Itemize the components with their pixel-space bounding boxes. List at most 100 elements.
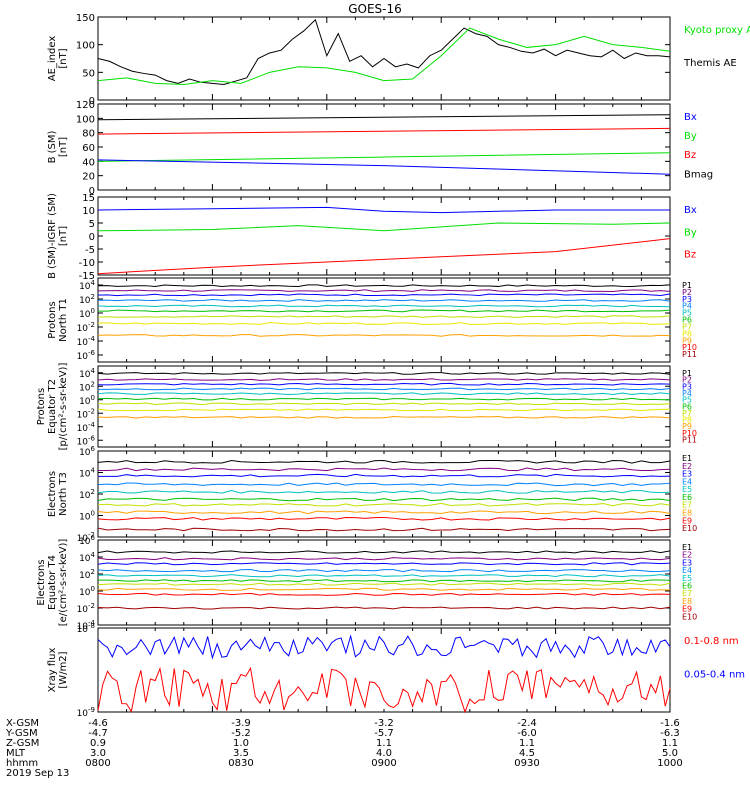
- legend-entry: P4: [682, 389, 692, 398]
- y-tick-label: 10-6: [77, 434, 96, 447]
- series-line-p6: [97, 309, 671, 313]
- series-line-p4: [97, 299, 671, 302]
- y-axis-label: Electrons: [36, 559, 47, 605]
- x-axis-row-value: 3.0: [90, 748, 106, 759]
- y-axis-label: North T3: [58, 472, 69, 516]
- y-tick-label: 15: [82, 193, 95, 204]
- legend-entry: E5: [682, 574, 692, 583]
- legend-entry: E3: [682, 470, 692, 479]
- y-tick-label: 106: [79, 534, 95, 547]
- series-line-e2: [97, 467, 671, 472]
- y-tick-label: 10-4: [77, 619, 96, 632]
- legend-entry: P2: [682, 288, 692, 297]
- x-axis-row-value: -4.7: [88, 728, 108, 739]
- x-axis-row-value: 1.1: [519, 738, 535, 749]
- x-axis-row-value: 0900: [371, 758, 396, 769]
- y-tick-label: 100: [79, 510, 95, 523]
- y-tick-label: 10-2: [77, 321, 95, 334]
- series-line-p5: [97, 392, 671, 396]
- legend-entry: By: [684, 227, 697, 238]
- series-line-by: [97, 222, 671, 232]
- series-line-bz: [97, 127, 671, 135]
- series-line-e5: [97, 490, 671, 494]
- legend-entry: E1: [682, 454, 692, 463]
- y-axis-label: B (SM)-IGRF (SM): [47, 193, 58, 279]
- legend-entry: E6: [682, 493, 692, 502]
- series-line-0.1-0.8-nm: [97, 666, 671, 714]
- x-axis-row-label: Z-GSM: [6, 738, 39, 749]
- series-line-bx: [97, 159, 671, 175]
- series-line-e3: [97, 473, 671, 478]
- legend-entry: Bmag: [684, 169, 713, 180]
- y-tick-label: 10-6: [77, 349, 96, 362]
- y-axis-label: [e/(cm²-s-sr-keV)]: [58, 539, 69, 627]
- x-axis-row-value: 1.0: [233, 738, 249, 749]
- y-axis-label: [W/m2]: [58, 651, 69, 688]
- legend-entry: P5: [682, 396, 692, 405]
- legend-entry: E5: [682, 485, 692, 494]
- x-axis-row-value: 0830: [228, 758, 253, 769]
- y-tick-label: 0: [89, 232, 95, 243]
- legend-entry: P8: [682, 416, 692, 425]
- legend-entry: E4: [682, 566, 692, 575]
- panel-2: [97, 103, 671, 191]
- series-line-e6: [97, 497, 671, 502]
- series-line-e5: [97, 574, 671, 578]
- legend-entry: E7: [682, 501, 692, 510]
- legend-entry: P2: [682, 376, 692, 385]
- series-line-e3: [97, 562, 671, 566]
- legend-entry: 0.1-0.8 nm: [684, 636, 739, 647]
- legend-entry: E10: [682, 612, 697, 621]
- legend-entry: E8: [682, 509, 692, 518]
- y-tick-label: 106: [79, 445, 95, 458]
- series-line-e7: [97, 502, 671, 507]
- y-axis-label: [nT]: [58, 137, 69, 157]
- y-tick-label: 104: [79, 551, 95, 564]
- series-line-themis-ae: [97, 18, 671, 86]
- panel-8: [97, 627, 671, 714]
- x-axis-row-value: 5.0: [662, 748, 678, 759]
- y-tick-label: 102: [79, 488, 95, 501]
- y-axis-label: [nT]: [58, 48, 69, 68]
- y-axis-label: North T1: [58, 298, 69, 342]
- y-tick-label: 40: [82, 157, 95, 168]
- x-axis-row-value: -5.2: [231, 728, 251, 739]
- legend-entry: Bx: [684, 205, 697, 216]
- series-line-p3: [97, 293, 671, 297]
- legend-entry: P3: [682, 382, 692, 391]
- x-axis-row-value: 4.5: [519, 748, 535, 759]
- legend-entry: E9: [682, 516, 692, 525]
- date-label: 2019 Sep 13: [6, 768, 69, 779]
- y-tick-label: 100: [79, 585, 95, 598]
- chart-title: GOES-16: [348, 2, 402, 16]
- series-line-p8: [97, 322, 671, 325]
- series-line-p1: [97, 284, 671, 287]
- series-line-p8: [97, 408, 671, 412]
- series-line-p2: [97, 378, 671, 381]
- legend-entry: Themis AE: [683, 58, 737, 69]
- series-line-0.05-0.4-nm: [97, 634, 671, 660]
- y-tick-label: 10-8: [77, 622, 95, 635]
- y-axis-label: Electrons: [47, 471, 58, 517]
- x-axis-row-value: -6.0: [517, 728, 537, 739]
- x-axis-row-value: 1.1: [376, 738, 392, 749]
- series-line-bmag: [97, 114, 671, 121]
- legend-entry: By: [684, 131, 697, 142]
- y-tick-label: 20: [82, 172, 95, 183]
- y-axis-label: [nT]: [58, 226, 69, 246]
- legend-entry: Bx: [684, 112, 697, 123]
- y-tick-label: 102: [79, 293, 95, 306]
- series-line-e9: [97, 592, 671, 596]
- x-axis-row-value: 1000: [657, 758, 682, 769]
- series-line-bx: [97, 206, 670, 214]
- series-line-p2: [97, 289, 671, 292]
- x-axis-row-label: MLT: [6, 748, 26, 759]
- legend-entry: E6: [682, 581, 692, 590]
- y-tick-label: 10-2: [77, 602, 95, 615]
- legend-entry: P9: [682, 336, 692, 345]
- y-tick-label: -5: [85, 245, 95, 256]
- y-axis-label: Xray flux: [47, 648, 58, 693]
- legend-entry: E3: [682, 558, 692, 567]
- y-tick-label: 5: [89, 219, 95, 230]
